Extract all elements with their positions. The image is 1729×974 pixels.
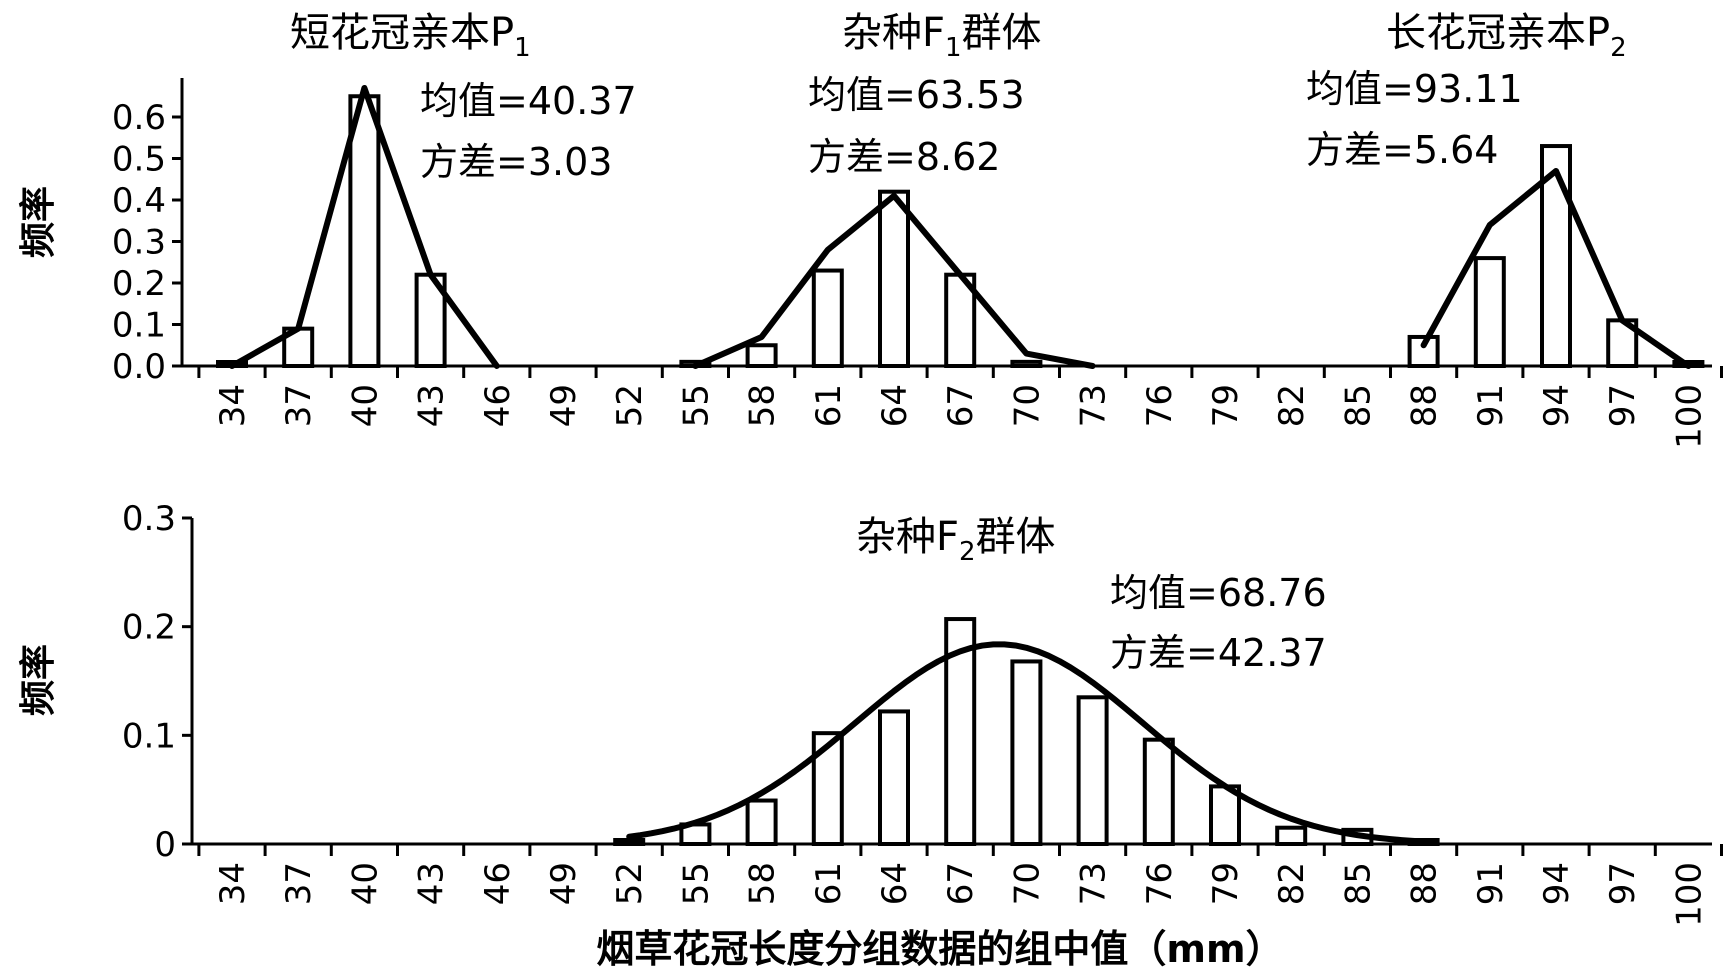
y-tick-label: 0.1 bbox=[122, 716, 176, 756]
x-tick-label: 61 bbox=[809, 862, 849, 905]
bar bbox=[748, 801, 776, 844]
y-tick-label: 0.4 bbox=[112, 181, 166, 221]
x-tick-label: 43 bbox=[412, 384, 452, 427]
x-tick-label: 67 bbox=[941, 384, 981, 427]
x-tick-label: 97 bbox=[1603, 384, 1643, 427]
x-tick-label: 97 bbox=[1603, 862, 1643, 905]
x-tick-label: 79 bbox=[1206, 862, 1246, 905]
f2-variance: 方差=42.37 bbox=[1110, 631, 1327, 675]
bar bbox=[1079, 697, 1107, 844]
x-tick-label: 76 bbox=[1140, 862, 1180, 905]
bottom-x-ticks: 34 37 40 43 46 49 52 55 58 61 64 67 70 73 76 79 82 85 88 91… bbox=[199, 844, 1722, 927]
y-tick-label: 0.2 bbox=[112, 264, 166, 304]
x-tick-label: 52 bbox=[610, 862, 650, 905]
title-f1: 杂种F1群体 bbox=[842, 10, 1042, 63]
x-tick-label: 73 bbox=[1074, 384, 1114, 427]
x-tick-label: 100 bbox=[1669, 862, 1709, 927]
x-tick-label: 79 bbox=[1206, 384, 1246, 427]
bar bbox=[814, 271, 842, 366]
bar bbox=[880, 711, 908, 844]
p2-variance: 方差=5.64 bbox=[1306, 128, 1498, 172]
x-tick-label: 52 bbox=[610, 384, 650, 427]
x-tick-label: 49 bbox=[544, 384, 584, 427]
bar bbox=[1476, 258, 1504, 366]
y-tick-label: 0.3 bbox=[122, 499, 176, 539]
x-tick-label: 100 bbox=[1669, 384, 1709, 449]
bar bbox=[1277, 828, 1305, 844]
y-tick-label: 0.5 bbox=[112, 140, 166, 180]
title-p1: 短花冠亲本P1 bbox=[290, 10, 531, 63]
y-tick-label: 0.0 bbox=[112, 347, 166, 387]
x-tick-label: 91 bbox=[1471, 384, 1511, 427]
bar bbox=[1012, 362, 1040, 366]
p1-mean: 均值=40.37 bbox=[420, 79, 637, 123]
y-tick-label: 0.6 bbox=[112, 98, 166, 138]
x-tick-label: 88 bbox=[1405, 862, 1445, 905]
bar bbox=[1012, 661, 1040, 844]
y-tick-label: 0.3 bbox=[112, 223, 166, 263]
x-tick-label: 40 bbox=[345, 384, 385, 427]
y-tick-label: 0 bbox=[154, 825, 176, 865]
bar bbox=[880, 192, 908, 366]
bar bbox=[814, 733, 842, 844]
x-tick-label: 46 bbox=[478, 384, 518, 427]
x-tick-label: 64 bbox=[875, 862, 915, 905]
title-f2: 杂种F2群体 bbox=[856, 514, 1056, 567]
p2-mean: 均值=93.11 bbox=[1306, 67, 1523, 111]
bar bbox=[350, 96, 378, 366]
bar bbox=[1145, 740, 1173, 844]
x-tick-label: 67 bbox=[941, 862, 981, 905]
x-axis-label: 烟草花冠长度分组数据的组中值（mm） bbox=[596, 927, 1283, 971]
top-y-ticks: 0.00.10.20.30.40.50.6 bbox=[112, 98, 182, 387]
x-tick-label: 46 bbox=[478, 862, 518, 905]
x-tick-label: 43 bbox=[412, 862, 452, 905]
x-tick-label: 94 bbox=[1537, 384, 1577, 427]
x-tick-label: 76 bbox=[1140, 384, 1180, 427]
x-tick-label: 55 bbox=[676, 384, 716, 427]
x-tick-label: 70 bbox=[1007, 384, 1047, 427]
bottom-y-label: 频率 bbox=[18, 644, 59, 716]
title-p2: 长花冠亲本P2 bbox=[1386, 10, 1627, 63]
bar bbox=[615, 840, 643, 844]
x-tick-label: 82 bbox=[1272, 384, 1312, 427]
bottom-panel: 0 0.1 0.2 0.3 34 37 40 43 46 49 52 55 58 61 64 67 70 73 7… bbox=[18, 499, 1722, 971]
x-tick-label: 37 bbox=[279, 384, 319, 427]
bottom-y-ticks: 0 0.1 0.2 0.3 bbox=[122, 499, 192, 865]
x-tick-label: 37 bbox=[279, 862, 319, 905]
x-tick-label: 91 bbox=[1471, 862, 1511, 905]
f2-mean: 均值=68.76 bbox=[1110, 571, 1327, 615]
top-x-ticks: 34 37 40 43 46 49 52 55 58 61 64 67 70 73 76 79 82 85 88 91… bbox=[199, 366, 1722, 449]
x-tick-label: 64 bbox=[875, 384, 915, 427]
y-tick-label: 0.2 bbox=[122, 608, 176, 648]
x-tick-label: 49 bbox=[544, 862, 584, 905]
p1-variance: 方差=3.03 bbox=[420, 140, 612, 184]
x-tick-label: 85 bbox=[1338, 862, 1378, 905]
bar bbox=[748, 345, 776, 366]
x-tick-label: 58 bbox=[743, 384, 783, 427]
x-tick-label: 82 bbox=[1272, 862, 1312, 905]
top-panel: 0.00.10.20.30.40.50.6 34 37 40 43 46 49 52 55 58… bbox=[18, 10, 1722, 449]
f1-mean: 均值=63.53 bbox=[808, 73, 1025, 117]
x-tick-label: 58 bbox=[743, 862, 783, 905]
x-tick-label: 40 bbox=[345, 862, 385, 905]
top-y-label: 频率 bbox=[18, 186, 59, 258]
x-tick-label: 34 bbox=[213, 862, 253, 905]
x-tick-label: 70 bbox=[1007, 862, 1047, 905]
x-tick-label: 73 bbox=[1074, 862, 1114, 905]
y-tick-label: 0.1 bbox=[112, 306, 166, 346]
x-tick-label: 85 bbox=[1338, 384, 1378, 427]
x-tick-label: 34 bbox=[213, 384, 253, 427]
x-tick-label: 88 bbox=[1405, 384, 1445, 427]
f1-variance: 方差=8.62 bbox=[808, 135, 1000, 179]
x-tick-label: 55 bbox=[676, 862, 716, 905]
x-tick-label: 61 bbox=[809, 384, 849, 427]
x-tick-label: 94 bbox=[1537, 862, 1577, 905]
